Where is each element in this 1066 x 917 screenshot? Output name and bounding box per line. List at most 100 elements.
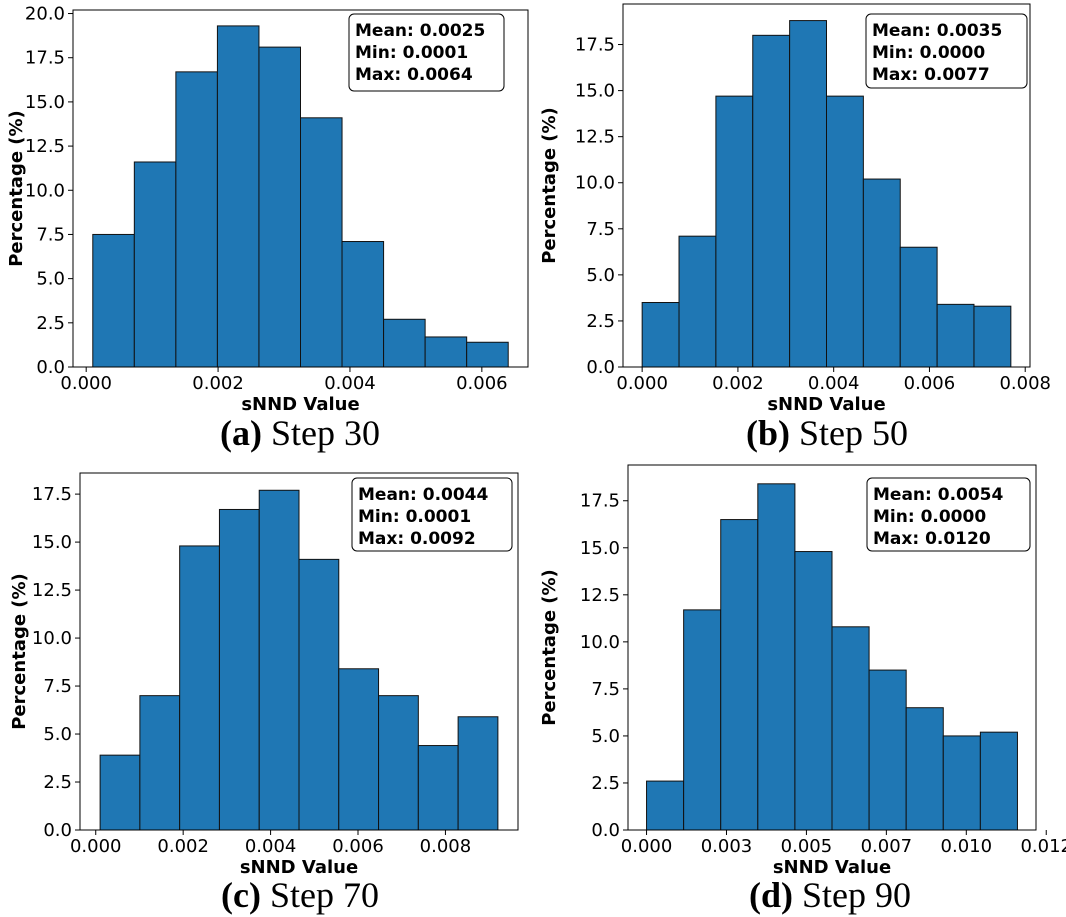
y-tick-label: 0.0 <box>586 357 615 378</box>
y-tick-label: 15.0 <box>25 92 65 113</box>
stats-line: Mean: 0.0054 <box>873 485 1004 505</box>
y-tick-label: 17.5 <box>580 491 620 512</box>
stats-box <box>348 13 505 92</box>
y-tick-label: 0.0 <box>43 820 72 841</box>
x-tick-label: 0.012 <box>1020 836 1066 857</box>
x-tick-label: 0.002 <box>157 836 209 857</box>
caption-c-tag: (c) <box>221 875 261 915</box>
histogram-bar <box>646 780 685 831</box>
y-tick-label: 7.5 <box>591 679 620 700</box>
histogram-bar <box>258 46 301 368</box>
histogram-bar <box>258 489 300 831</box>
x-tick-label: 0.002 <box>712 373 764 394</box>
histogram-bar <box>133 161 177 368</box>
y-tick-label: 5.0 <box>591 726 620 747</box>
x-tick-label: 0.000 <box>621 836 673 857</box>
y-axis-label: Percentage (%) <box>539 569 560 726</box>
x-axis-label: sNND Value <box>240 857 358 878</box>
stats-line: Mean: 0.0025 <box>355 21 485 41</box>
histogram-bar <box>715 95 754 368</box>
histogram-bar <box>417 745 459 831</box>
caption-a-tag: (a) <box>220 413 262 453</box>
x-tick-label: 0.006 <box>332 836 384 857</box>
plot-frame <box>79 472 519 831</box>
y-tick-label: 20.0 <box>25 4 65 25</box>
caption-c-text: Step 70 <box>269 875 379 915</box>
stats-line: Max: 0.0077 <box>872 65 990 85</box>
plot-frame <box>72 9 529 368</box>
histogram-bar <box>424 336 468 368</box>
stats-box <box>351 477 513 552</box>
y-tick-label: 15.0 <box>575 81 615 102</box>
histogram-bar <box>139 695 181 831</box>
x-tick-label: 0.007 <box>861 836 913 857</box>
caption-d-tag: (d) <box>748 875 793 915</box>
caption-b-tag: (b) <box>745 413 790 453</box>
stats-line: Max: 0.0120 <box>873 529 991 549</box>
histogram-c-svg: 0.0 2.5 5.0 7.5 10.0 12.5 15.0 17.5 0.000 0.002 0.… <box>9 472 519 878</box>
y-tick-label: 15.0 <box>580 538 620 559</box>
histogram-d-svg: 0.0 2.5 5.0 7.5 10.0 12.5 15.0 17.5 0.000 0.003 0.… <box>539 464 1066 878</box>
histogram-bar <box>179 545 220 831</box>
histogram-bar <box>216 25 260 368</box>
y-tick-label: 12.5 <box>580 585 620 606</box>
y-tick-label: 5.0 <box>43 724 72 745</box>
histogram-bar <box>338 668 380 831</box>
histogram-bar <box>868 669 907 831</box>
y-tick-label: 2.5 <box>586 311 615 332</box>
plot-frame <box>627 464 1037 831</box>
x-tick-label: 0.010 <box>941 836 993 857</box>
caption-d-text: Step 90 <box>801 875 911 915</box>
caption-a-text: Step 30 <box>270 413 380 453</box>
y-tick-label: 10.0 <box>575 173 615 194</box>
y-tick-label: 10.0 <box>25 180 65 201</box>
x-tick-label: 0.000 <box>60 373 112 394</box>
x-tick-label: 0.006 <box>904 373 956 394</box>
y-axis-label: Percentage (%) <box>6 110 27 267</box>
x-tick-label: 0.008 <box>999 373 1051 394</box>
histogram-bar <box>383 318 426 368</box>
x-tick-label: 0.000 <box>616 373 668 394</box>
y-tick-label: 17.5 <box>32 484 72 505</box>
y-tick-label: 2.5 <box>43 772 72 793</box>
stats-line: Min: 0.0000 <box>873 507 986 527</box>
histogram-bar <box>641 302 680 368</box>
histogram-bar <box>905 707 944 831</box>
y-tick-label: 0.0 <box>36 357 65 378</box>
histogram-b-svg: 0.0 2.5 5.0 7.5 10.0 12.5 15.0 17.5 0.000 0.002 0.… <box>539 3 1051 415</box>
x-axis-label: sNND Value <box>767 394 885 415</box>
histogram-a-svg: 0.0 2.5 5.0 7.5 10.0 12.5 15.0 17.5 20.0 0.000 0.0… <box>6 4 529 415</box>
histogram-bar <box>826 95 864 368</box>
stats-box <box>866 477 1031 552</box>
histogram-bar <box>752 34 791 368</box>
histogram-bar <box>341 241 385 368</box>
y-tick-label: 5.0 <box>586 265 615 286</box>
y-tick-label: 17.5 <box>575 35 615 56</box>
caption-b: (b) Step 50 <box>677 412 977 454</box>
histogram-bar <box>973 305 1012 368</box>
y-tick-label: 2.5 <box>36 313 65 334</box>
histogram-bar <box>678 235 717 368</box>
histogram-bar <box>831 626 870 831</box>
x-tick-label: 0.002 <box>192 373 244 394</box>
histogram-bar <box>794 551 833 831</box>
histogram-bar <box>300 117 343 368</box>
histogram-bar <box>92 233 135 368</box>
x-tick-label: 0.006 <box>456 373 508 394</box>
histogram-bar <box>298 558 340 831</box>
caption-c: (c) Step 70 <box>150 874 450 916</box>
stats-line: Mean: 0.0035 <box>872 21 1002 41</box>
histogram-bar <box>720 519 759 831</box>
caption-b-text: Step 50 <box>798 413 908 453</box>
histogram-panel-a: 0.0 2.5 5.0 7.5 10.0 12.5 15.0 17.5 20.0 0.000 0.0… <box>0 0 533 415</box>
y-tick-label: 17.5 <box>25 48 65 69</box>
x-tick-label: 0.005 <box>781 836 833 857</box>
y-tick-label: 7.5 <box>43 676 72 697</box>
y-tick-label: 7.5 <box>36 224 65 245</box>
histogram-bar <box>979 731 1018 831</box>
histogram-bar <box>378 695 419 831</box>
y-tick-label: 10.0 <box>32 628 72 649</box>
plot-frame <box>622 3 1031 368</box>
y-tick-label: 2.5 <box>591 773 620 794</box>
stats-line: Min: 0.0001 <box>358 507 471 527</box>
